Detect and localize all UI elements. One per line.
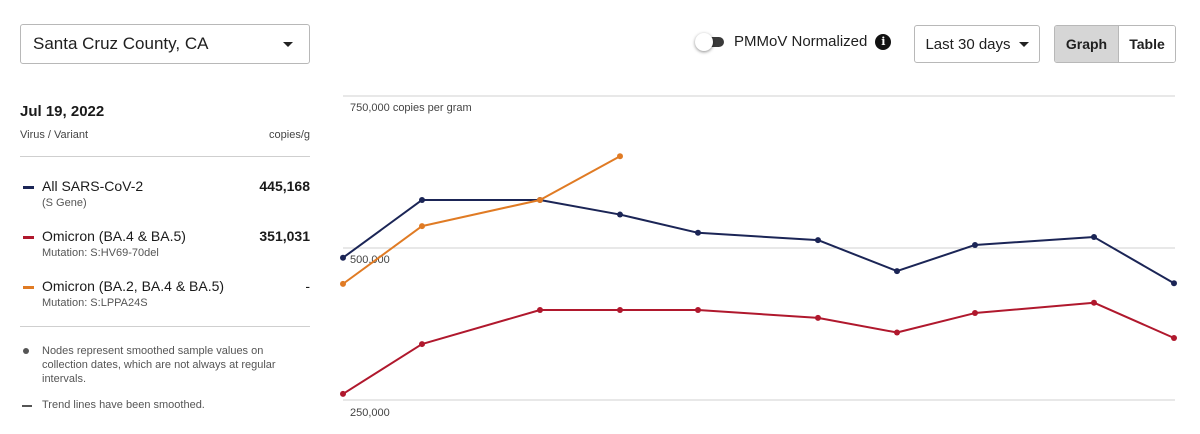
legend-item-omicron-ba4-ba5: Omicron (BA.4 & BA.5) Mutation: S:HV69-7… [20,226,310,276]
note-text: Nodes represent smoothed sample values o… [42,345,276,385]
dash-icon [22,405,32,407]
legend-item-name: Omicron (BA.2, BA.4 & BA.5) [42,278,225,294]
legend-header: Virus / Variant copies/g [20,129,310,141]
legend-panel: Jul 19, 2022 Virus / Variant copies/g Al… [20,103,310,327]
series-swatch [23,236,34,239]
legend-item-all-sars-cov-2: All SARS-CoV-2 (S Gene) 445,168 [20,176,310,226]
legend-item-name: Omicron (BA.4 & BA.5) [42,228,186,244]
legend-date: Jul 19, 2022 [20,103,105,120]
legend-item-name: All SARS-CoV-2 [42,178,144,194]
divider [20,156,310,157]
data-point[interactable] [972,241,978,248]
data-point[interactable] [340,254,346,261]
legend-col-variant: Virus / Variant [20,129,89,141]
note-trend: Trend lines have been smoothed. [20,398,310,412]
series-swatch [23,286,34,289]
legend-item-sub: (S Gene) [42,197,87,209]
series-line [342,301,1175,395]
data-point[interactable] [419,196,425,203]
series-swatch [23,186,34,189]
dot-icon [23,348,29,354]
legend-item-value: - [305,278,310,294]
location-select[interactable]: Santa Cruz County, CA [20,24,310,64]
legend-item-sub: Mutation: S:LPPA24S [42,297,148,309]
pmmov-normalized-toggle[interactable]: PMMoV Normalized i [695,32,892,51]
data-point[interactable] [695,307,701,314]
data-point[interactable] [617,211,623,218]
location-select-value: Santa Cruz County, CA [33,34,209,53]
toggle-label: PMMoV Normalized [734,33,868,50]
date-range-value: Last 30 days [925,35,1011,53]
data-point[interactable] [972,310,978,317]
toggle-switch[interactable] [695,32,724,51]
data-point[interactable] [419,223,425,230]
view-toggle: Graph Table [1054,25,1176,63]
note-nodes: Nodes represent smoothed sample values o… [20,344,310,386]
data-point[interactable] [419,341,425,348]
graph-button[interactable]: Graph [1055,26,1119,62]
legend-item-value: 445,168 [259,178,310,194]
data-point[interactable] [1091,234,1097,241]
toggle-knob [695,32,713,51]
note-text: Trend lines have been smoothed. [42,399,205,411]
data-point[interactable] [815,237,821,244]
legend-item-sub: Mutation: S:HV69-70del [42,247,159,259]
legend-col-units: copies/g [269,129,310,141]
data-point[interactable] [537,307,543,314]
chart-notes: Nodes represent smoothed sample values o… [20,344,310,424]
data-point[interactable] [1171,280,1177,287]
data-point[interactable] [340,280,346,287]
divider [20,326,310,327]
date-range-select[interactable]: Last 30 days [914,25,1040,63]
chevron-down-icon [283,41,293,47]
data-point[interactable] [617,153,623,160]
y-tick-label: 250,000 [350,407,390,419]
series-line [342,198,1175,285]
data-point[interactable] [617,307,623,314]
data-point[interactable] [815,314,821,321]
info-icon[interactable]: i [875,33,892,50]
y-tick-label: 750,000 copies per gram [350,102,472,114]
series-line [342,155,621,285]
data-point[interactable] [894,329,900,336]
table-button[interactable]: Table [1119,26,1175,62]
legend-item-value: 351,031 [259,228,310,244]
data-point[interactable] [1091,299,1097,306]
data-point[interactable] [340,390,346,397]
data-point[interactable] [695,229,701,236]
data-point[interactable] [894,268,900,275]
legend-item-omicron-ba2-ba4-ba5: Omicron (BA.2, BA.4 & BA.5) Mutation: S:… [20,276,310,326]
data-point[interactable] [537,196,543,203]
chevron-down-icon [1018,41,1029,47]
data-point[interactable] [1171,334,1177,341]
